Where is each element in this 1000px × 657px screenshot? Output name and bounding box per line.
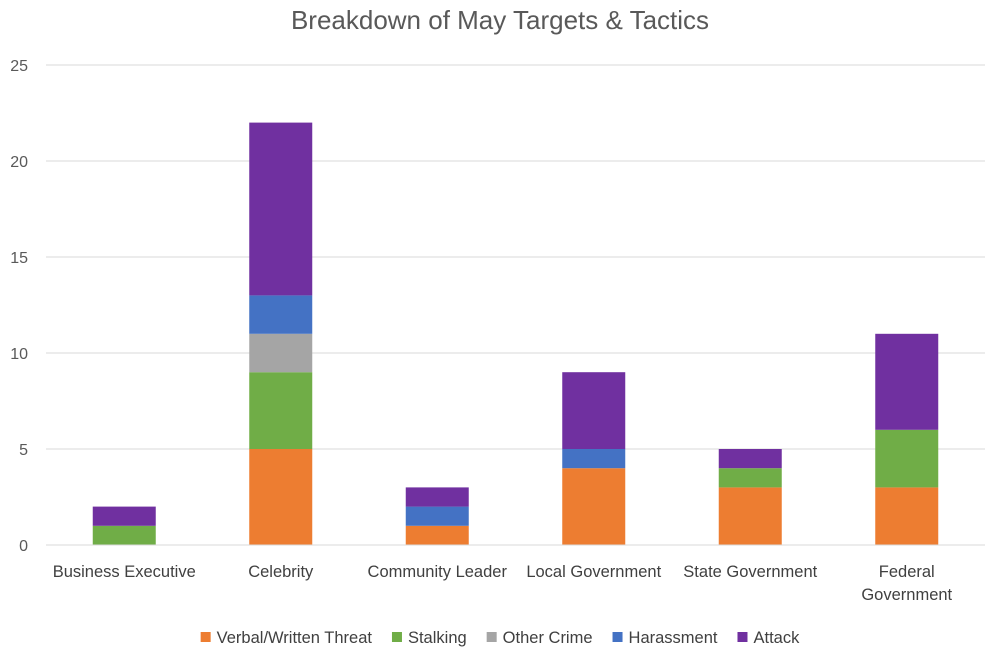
y-tick-label: 0 [19,538,28,555]
bars [92,122,939,545]
bar-segment [249,122,313,296]
legend-item: Harassment [612,629,718,647]
legend-item: Attack [737,629,800,647]
bar-stack [718,449,782,545]
legend-label: Stalking [408,629,467,647]
bar-segment [562,468,626,545]
bar-segment [249,372,313,449]
y-tick-label: 10 [10,346,28,363]
bar-segment [249,295,313,334]
chart-title: Breakdown of May Targets & Tactics [291,5,709,35]
legend-swatch [200,632,211,642]
x-category-label: Celebrity [248,563,314,581]
bar-segment [405,525,469,545]
bar-segment [875,487,939,545]
bar-segment [562,449,626,469]
bar-segment [92,525,156,545]
bar-segment [718,468,782,488]
bar-stack [562,372,626,545]
legend-item: Stalking [391,629,467,647]
legend-swatch [391,632,402,642]
bar-segment [718,487,782,545]
bar-stack [405,487,469,545]
x-category-label: State Government [683,563,817,581]
bar-segment [405,506,469,526]
bar-stack [249,122,313,545]
bar-segment [249,333,313,373]
legend-label: Other Crime [503,629,593,647]
x-category-label: Federal Government [861,563,952,604]
x-axis-category-labels: Business Executive Celebrity Community Lea… [53,563,953,604]
legend-item: Other Crime [486,629,593,647]
legend-label: Harassment [629,629,718,647]
y-tick-label: 5 [19,442,28,459]
legend-label: Attack [753,629,800,647]
y-tick-label: 20 [10,154,28,171]
gridlines [46,64,985,450]
bar-segment [92,506,156,526]
bar-segment [249,449,313,545]
bar-segment [718,449,782,469]
x-category-label: Community Leader [368,563,508,581]
y-tick-label: 15 [10,250,28,267]
bar-stack [92,506,156,545]
bar-segment [875,429,939,488]
legend-swatch [612,632,623,642]
legend-label: Verbal/Written Threat [217,629,373,647]
x-category-label: Business Executive [53,563,196,581]
y-tick-label: 25 [10,58,28,75]
bar-segment [405,487,469,507]
legend-swatch [737,632,748,642]
bar-stack [875,333,939,545]
y-axis-tick-labels: 0 5 10 15 20 25 [10,58,28,555]
bar-segment [875,333,939,430]
bar-segment [562,372,626,449]
legend-item: Verbal/Written Threat [200,629,373,647]
legend-swatch [486,632,497,642]
legend: Verbal/Written Threat Stalking Other Crime… [200,629,800,647]
x-category-label: Local Government [526,563,661,581]
